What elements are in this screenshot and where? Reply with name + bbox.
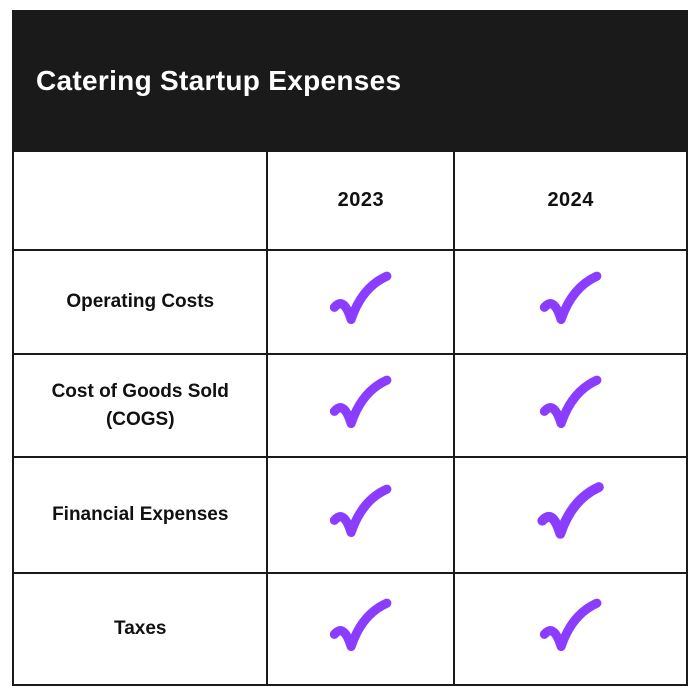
page-title: Catering Startup Expenses [36, 65, 402, 96]
column-header-2024: 2024 [455, 152, 686, 249]
row-label-cogs: Cost of Goods Sold (COGS) [14, 355, 267, 456]
checkmark-icon [539, 271, 602, 325]
table-cell [455, 251, 686, 353]
row-label-operating-costs: Operating Costs [14, 251, 267, 353]
checkmark-icon [539, 375, 602, 428]
corner-cell [14, 152, 267, 249]
row-label-taxes: Taxes [14, 574, 267, 684]
table-cell [268, 355, 454, 456]
checkmark-icon [329, 375, 392, 428]
checkmark-icon [539, 598, 602, 652]
row-label-financial-expenses: Financial Expenses [14, 458, 267, 572]
table-cell [455, 355, 686, 456]
table-cell [268, 574, 454, 684]
checkmark-icon [329, 271, 392, 325]
table-cell [455, 458, 686, 572]
table-cell [268, 458, 454, 572]
checkmark-icon [537, 482, 604, 539]
table-cell [268, 251, 454, 353]
column-header-2023: 2023 [268, 152, 454, 249]
checkmark-icon [329, 598, 392, 652]
table-cell [455, 574, 686, 684]
title-band: Catering Startup Expenses [14, 12, 686, 150]
expenses-table: 2023 2024 Operating Costs Cost of Goods … [14, 150, 686, 684]
expenses-table-poster: Catering Startup Expenses 2023 2024 Oper… [12, 10, 688, 686]
checkmark-icon [329, 484, 392, 538]
